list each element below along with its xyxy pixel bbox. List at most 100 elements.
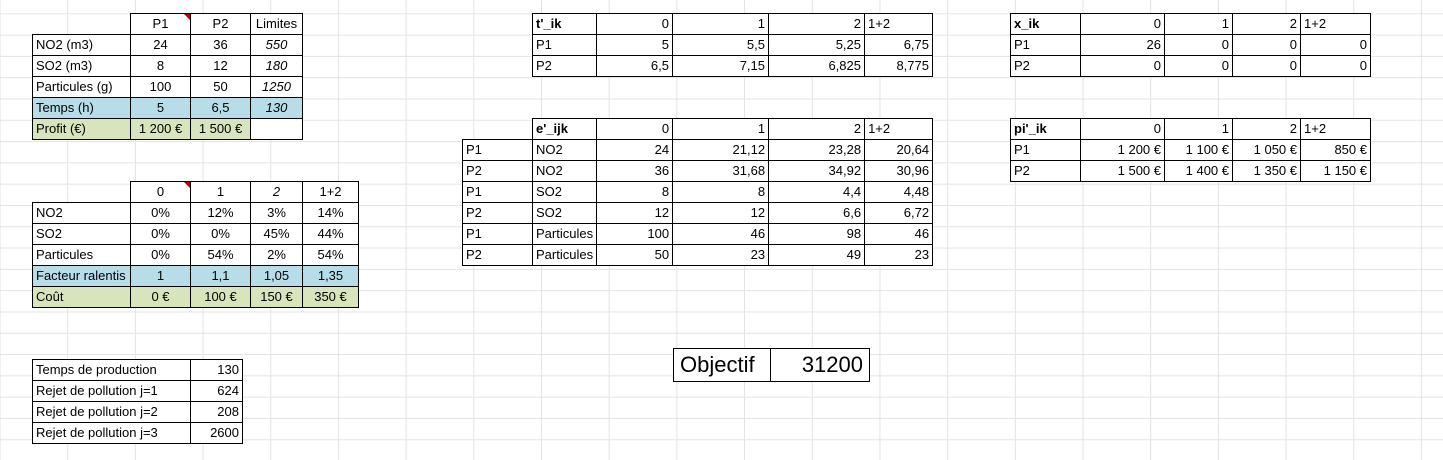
row-pollutant[interactable]: SO2 xyxy=(531,181,598,203)
cell[interactable]: 0 xyxy=(1232,34,1301,56)
cell[interactable]: 31,68 xyxy=(672,160,770,182)
table-title[interactable]: x_ik xyxy=(1010,13,1081,35)
header-cell[interactable]: 1 xyxy=(672,118,770,140)
cell[interactable]: 8,775 xyxy=(864,55,933,77)
cell[interactable]: 1250 xyxy=(250,76,303,98)
cell[interactable]: 4,48 xyxy=(864,181,934,203)
cell[interactable]: 100 xyxy=(130,76,191,98)
cell-empty[interactable] xyxy=(463,119,533,140)
row-label[interactable]: NO2 xyxy=(32,202,131,224)
cell[interactable]: 0% xyxy=(190,223,251,245)
header-cell[interactable]: 1+2 xyxy=(864,13,933,35)
cell[interactable]: 1,05 xyxy=(250,265,303,287)
objective-value[interactable]: 31200 xyxy=(770,348,870,382)
row-product[interactable]: P2 xyxy=(462,202,533,224)
cell[interactable]: 8 xyxy=(596,181,674,203)
cell[interactable]: 12 xyxy=(672,202,770,224)
cell[interactable]: 350 € xyxy=(302,286,359,308)
cell[interactable]: 100 € xyxy=(190,286,251,308)
row-label[interactable]: Particules (g) xyxy=(32,76,131,98)
cell[interactable]: 23,28 xyxy=(768,139,866,161)
header-cell[interactable]: 2 xyxy=(768,13,865,35)
cell[interactable]: 12% xyxy=(190,202,251,224)
header-cell[interactable]: 1 xyxy=(1164,13,1233,35)
cell[interactable]: 1 350 € xyxy=(1232,160,1301,182)
cell[interactable]: 24 xyxy=(130,34,191,56)
row-pollutant[interactable]: NO2 xyxy=(531,139,598,161)
cell[interactable]: 7,15 xyxy=(672,55,769,77)
row-label[interactable]: NO2 (m3) xyxy=(32,34,131,56)
cell[interactable]: 0 xyxy=(1164,55,1233,77)
cell[interactable]: 50 xyxy=(190,76,251,98)
row-label[interactable]: Rejet de pollution j=2 xyxy=(32,401,191,423)
cell[interactable]: 850 € xyxy=(1300,139,1371,161)
cell[interactable]: 5,5 xyxy=(672,34,769,56)
cell[interactable]: 1 100 € xyxy=(1164,139,1233,161)
cell[interactable]: 1 050 € xyxy=(1232,139,1301,161)
cell[interactable]: 6,75 xyxy=(864,34,933,56)
row-product[interactable]: P2 xyxy=(462,160,533,182)
cell[interactable]: 6,5 xyxy=(596,55,673,77)
header-cell[interactable]: 0 xyxy=(1080,13,1165,35)
cell[interactable]: 550 xyxy=(250,34,303,56)
cell[interactable]: 6,5 xyxy=(190,97,251,119)
cell[interactable]: 14% xyxy=(302,202,359,224)
row-label[interactable]: Facteur ralentis xyxy=(32,265,131,287)
cell-empty[interactable] xyxy=(33,182,131,203)
cell[interactable]: 21,12 xyxy=(672,139,770,161)
cell[interactable]: 1 500 € xyxy=(1080,160,1165,182)
cell[interactable]: 3% xyxy=(250,202,303,224)
row-product[interactable]: P1 xyxy=(462,139,533,161)
cell[interactable]: 1 150 € xyxy=(1300,160,1371,182)
row-product[interactable]: P1 xyxy=(462,223,533,245)
cell[interactable]: 6,72 xyxy=(864,202,934,224)
cell[interactable]: 44% xyxy=(302,223,359,245)
cell[interactable]: 8 xyxy=(130,55,191,77)
header-cell[interactable]: 1+2 xyxy=(864,118,934,140)
cell[interactable]: 0 xyxy=(1164,34,1233,56)
header-cell[interactable]: P1 xyxy=(130,13,191,35)
row-pollutant[interactable]: SO2 xyxy=(531,202,598,224)
cell[interactable]: 23 xyxy=(864,244,934,266)
cell[interactable]: 1 200 € xyxy=(1080,139,1165,161)
cell[interactable]: 8 xyxy=(672,181,770,203)
cell[interactable]: 24 xyxy=(596,139,674,161)
row-label[interactable]: P1 xyxy=(532,34,597,56)
cell[interactable]: 624 xyxy=(190,380,243,402)
row-label[interactable]: P1 xyxy=(1010,34,1081,56)
cell[interactable]: 23 xyxy=(672,244,770,266)
header-cell[interactable]: 2 xyxy=(1232,118,1301,140)
cell-empty[interactable] xyxy=(33,14,131,35)
cell[interactable]: 34,92 xyxy=(768,160,866,182)
row-product[interactable]: P1 xyxy=(462,181,533,203)
row-label[interactable]: SO2 xyxy=(32,223,131,245)
cell[interactable]: 0% xyxy=(130,202,191,224)
header-cell[interactable]: 1+2 xyxy=(1300,13,1371,35)
row-product[interactable]: P2 xyxy=(462,244,533,266)
header-cell[interactable]: 0 xyxy=(1080,118,1165,140)
cell[interactable]: 5 xyxy=(130,97,191,119)
cell[interactable]: 1,1 xyxy=(190,265,251,287)
cell[interactable]: 1 400 € xyxy=(1164,160,1233,182)
header-cell[interactable]: 1 xyxy=(672,13,769,35)
row-label[interactable]: Rejet de pollution j=3 xyxy=(32,422,191,444)
table-title[interactable]: pi'_ik xyxy=(1010,118,1081,140)
cell[interactable]: 49 xyxy=(768,244,866,266)
header-cell[interactable]: Limites xyxy=(250,13,303,35)
cell[interactable]: 45% xyxy=(250,223,303,245)
header-cell[interactable]: 0 xyxy=(596,13,673,35)
row-label[interactable]: Coût xyxy=(32,286,131,308)
cell[interactable]: 5,25 xyxy=(768,34,865,56)
cell[interactable]: 1 500 € xyxy=(190,118,251,140)
cell[interactable]: 12 xyxy=(596,202,674,224)
header-cell[interactable]: 1+2 xyxy=(1300,118,1371,140)
cell[interactable]: 180 xyxy=(250,55,303,77)
header-cell[interactable]: 1 xyxy=(190,181,251,203)
row-label[interactable]: SO2 (m3) xyxy=(32,55,131,77)
row-label[interactable]: P2 xyxy=(532,55,597,77)
cell[interactable]: 54% xyxy=(190,244,251,266)
cell[interactable] xyxy=(250,118,303,140)
header-cell[interactable]: 0 xyxy=(130,181,191,203)
row-label[interactable]: P1 xyxy=(1010,139,1081,161)
cell[interactable]: 50 xyxy=(596,244,674,266)
